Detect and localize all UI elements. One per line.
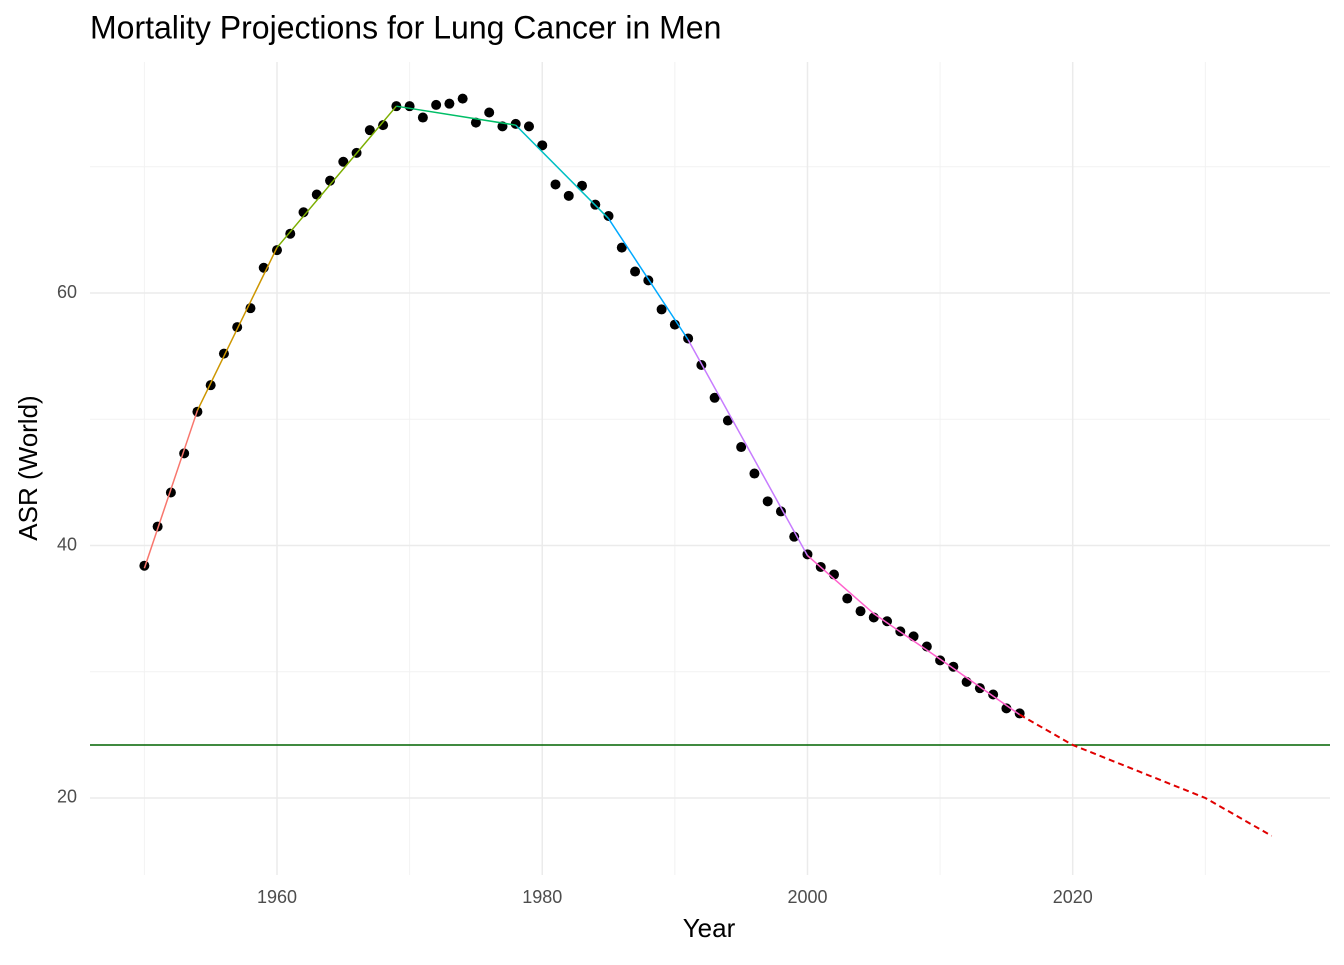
y-tick-label: 60 [57,282,77,302]
data-point [364,125,375,136]
data-point [1001,703,1012,714]
data-point [510,118,521,129]
data-point [630,266,641,277]
y-tick-label: 40 [57,534,77,554]
data-point [404,101,415,112]
data-point [417,112,428,123]
data-point [789,531,800,542]
data-point [616,242,627,253]
data-point [444,98,455,109]
data-point [325,175,336,186]
data-point [722,415,733,426]
data-point [338,156,349,167]
fit-segment [806,555,1021,716]
x-tick-label: 1980 [522,887,562,907]
data-point [431,99,442,110]
fit-segment [607,218,689,341]
data-point [563,190,574,201]
data-point [470,117,481,128]
data-point [550,179,561,190]
fit-segment [396,105,516,126]
x-axis-label: Year [683,913,736,943]
data-point [656,304,667,315]
data-point [988,689,999,700]
data-point [378,120,389,131]
data-point [484,107,495,118]
data-point [749,468,760,479]
x-tick-label: 2020 [1053,887,1093,907]
fit-segment [687,339,809,556]
data-point [523,121,534,132]
data-point [948,661,959,672]
data-point [855,606,866,617]
data-point [842,593,853,604]
fit-segment [143,410,199,569]
fit-segment [515,124,610,220]
fit-segment [196,247,278,411]
data-point [709,392,720,403]
data-point [736,442,747,453]
x-tick-label: 2000 [787,887,827,907]
data-point [311,189,322,200]
chart-title: Mortality Projections for Lung Cancer in… [90,9,721,45]
data-point [537,140,548,151]
data-point [775,506,786,517]
data-point [139,560,150,571]
data-point [285,228,296,239]
y-axis-label: ASR (World) [13,395,43,540]
fit-segment [276,105,397,249]
data-point [762,496,773,507]
data-point [457,93,468,104]
data-point [298,207,309,218]
y-tick-label: 20 [57,787,77,807]
data-point [603,211,614,222]
data-point [577,180,588,191]
projection-line [1019,713,1273,837]
x-tick-label: 1960 [257,887,297,907]
data-point [908,631,919,642]
